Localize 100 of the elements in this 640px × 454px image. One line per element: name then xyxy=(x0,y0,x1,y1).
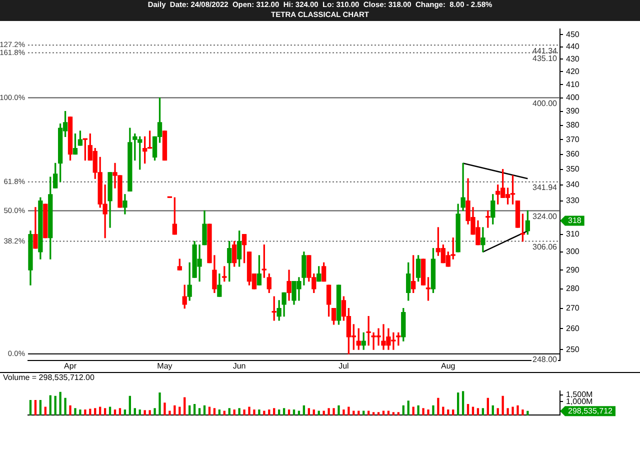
ref-line-label: 435.10 xyxy=(532,54,558,63)
bar xyxy=(456,392,460,416)
bar xyxy=(79,409,82,416)
candlestick xyxy=(420,258,426,286)
bar xyxy=(108,406,112,416)
y-tick-label: 350 xyxy=(566,164,580,174)
ref-line-label: 400.00 xyxy=(532,99,558,108)
bar xyxy=(476,408,480,416)
ref-line-label: 306.06 xyxy=(532,242,558,252)
candlestick xyxy=(82,138,88,161)
bar xyxy=(258,409,260,416)
x-tick-label: Apr xyxy=(64,361,77,370)
bar xyxy=(54,396,56,416)
y-tick-label: 300 xyxy=(566,247,580,256)
bar xyxy=(99,406,102,416)
bar xyxy=(342,409,345,416)
bar xyxy=(34,400,37,416)
ref-line-label: 441.34 xyxy=(532,46,558,56)
bar xyxy=(422,408,424,416)
bar xyxy=(158,392,161,416)
bar xyxy=(118,408,122,416)
bar xyxy=(328,408,330,416)
text: 318 xyxy=(568,216,582,225)
y-tick-label: 260 xyxy=(566,324,580,333)
bar xyxy=(516,405,519,416)
bar xyxy=(282,408,286,416)
bar xyxy=(462,391,464,416)
candlestick xyxy=(515,200,520,228)
bar xyxy=(506,408,509,416)
bar xyxy=(168,410,171,416)
y-tick-label: 400 xyxy=(566,93,580,102)
ref-line-label: 341.94 xyxy=(532,183,558,192)
y-tick-label: 330 xyxy=(566,196,580,206)
y-tick-label: 290 xyxy=(566,265,580,274)
bar xyxy=(104,408,106,416)
bar xyxy=(148,410,151,416)
bar xyxy=(482,408,484,416)
bar xyxy=(486,398,489,416)
x-tick-label: May xyxy=(157,361,172,370)
bar xyxy=(348,406,350,416)
bar xyxy=(466,404,470,416)
bar xyxy=(332,408,335,416)
y-tick-label: 450 xyxy=(566,30,580,39)
y-tick-label: 1,500M xyxy=(566,390,594,400)
y-tick-label: 360 xyxy=(566,149,580,158)
bar xyxy=(59,392,62,416)
bar xyxy=(208,406,211,416)
bar xyxy=(64,398,66,416)
bar xyxy=(174,405,176,416)
bar xyxy=(496,408,499,416)
y-tick-label: 410 xyxy=(566,80,580,89)
y-tick-label: 380 xyxy=(566,120,580,130)
y-tick-label: 390 xyxy=(566,106,580,116)
y-tick-label: 280 xyxy=(566,284,580,294)
bar xyxy=(248,406,250,416)
bar xyxy=(39,400,42,416)
bar xyxy=(338,405,340,416)
bar xyxy=(442,406,444,416)
bar xyxy=(193,404,196,416)
x-tick-label: Jun xyxy=(232,361,246,370)
candlestick xyxy=(162,130,168,161)
bar xyxy=(417,405,420,416)
bar xyxy=(308,408,310,416)
bar xyxy=(44,406,46,416)
bar xyxy=(144,410,146,416)
bar xyxy=(164,402,166,416)
bar xyxy=(29,400,32,416)
y-tick-label: 420 xyxy=(566,66,580,76)
bar xyxy=(432,405,434,416)
y-tick-label: 440 xyxy=(566,42,580,51)
bar xyxy=(502,396,504,416)
bar xyxy=(94,408,96,416)
y-tick-label: 250 xyxy=(566,344,580,354)
y-tick-label: 340 xyxy=(566,180,580,190)
bar xyxy=(84,409,86,416)
bar xyxy=(397,412,400,416)
ref-line-label: 248.00 xyxy=(532,355,558,364)
text: 298,535,712 xyxy=(568,406,614,416)
ref-line-label: 324.00 xyxy=(532,212,558,221)
bar xyxy=(522,409,524,416)
bar xyxy=(49,395,52,416)
y-tick-label: 370 xyxy=(566,134,580,144)
bar xyxy=(273,408,276,416)
bar xyxy=(253,409,256,416)
x-tick-label: Jul xyxy=(338,361,350,370)
bar xyxy=(407,400,410,416)
y-tick-label: 270 xyxy=(566,304,580,313)
bar xyxy=(184,397,186,416)
bar xyxy=(198,408,201,416)
y-tick-label: 310 xyxy=(566,230,580,239)
bar xyxy=(228,408,230,416)
bar xyxy=(472,406,474,416)
bar xyxy=(512,406,514,416)
bar xyxy=(437,398,440,416)
bar xyxy=(178,406,181,416)
y-tick-label: 430 xyxy=(566,54,580,64)
bar xyxy=(238,408,240,416)
bar xyxy=(69,405,72,416)
bar xyxy=(154,408,156,416)
bar xyxy=(377,412,380,416)
